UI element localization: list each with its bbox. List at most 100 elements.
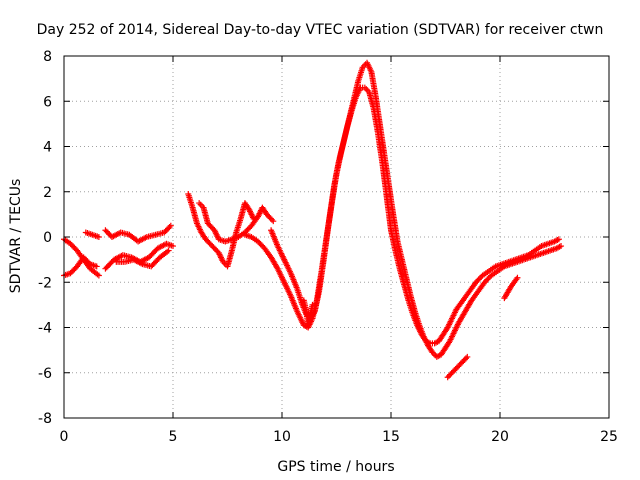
data-point <box>161 229 168 236</box>
data-point <box>206 240 213 247</box>
series-track-e <box>102 222 174 245</box>
data-point <box>476 275 483 282</box>
data-point <box>456 362 463 369</box>
data-point <box>204 237 211 244</box>
data-point <box>210 244 217 251</box>
data-point <box>447 371 454 378</box>
y-axis-label: SDTVAR / TECUs <box>8 179 24 294</box>
data-point <box>257 241 264 248</box>
data-point <box>163 226 170 233</box>
y-tick-label: 4 <box>43 140 52 156</box>
data-point <box>256 239 263 246</box>
y-tick-label: -2 <box>38 275 52 291</box>
data-point <box>68 242 75 249</box>
series-track-k <box>300 297 316 329</box>
data-point <box>448 370 455 377</box>
data-point <box>245 225 252 232</box>
data-point <box>71 244 78 251</box>
series-track-j <box>268 59 565 360</box>
data-markers <box>61 59 565 381</box>
series-track-l <box>444 353 471 381</box>
data-point <box>464 353 471 360</box>
x-tick-label: 25 <box>600 429 618 445</box>
data-point <box>310 310 317 317</box>
data-point <box>67 240 74 247</box>
data-point <box>93 263 100 270</box>
data-point <box>449 368 456 375</box>
data-point <box>267 215 274 222</box>
data-point <box>485 275 492 282</box>
data-point <box>452 366 459 373</box>
data-point <box>268 216 275 223</box>
data-point <box>202 236 209 243</box>
series-track-h <box>196 200 277 245</box>
data-point <box>473 279 480 286</box>
data-point <box>105 229 112 236</box>
data-point <box>204 220 211 227</box>
series-track-i <box>241 84 562 347</box>
x-tick-labels: 0 5 10 15 20 25 <box>60 429 618 445</box>
data-point <box>95 234 102 240</box>
data-point <box>266 214 273 221</box>
data-point <box>255 238 262 245</box>
data-point <box>205 238 212 245</box>
data-point <box>95 272 102 279</box>
data-point <box>208 224 215 231</box>
data-point <box>102 227 109 234</box>
data-point <box>165 225 172 232</box>
data-point <box>167 222 174 229</box>
x-tick-label: 5 <box>169 429 178 445</box>
data-point <box>103 228 110 235</box>
series-track-m <box>501 274 521 302</box>
x-tick-label: 20 <box>491 429 509 445</box>
data-point <box>71 266 78 273</box>
x-tick-label: 0 <box>60 429 69 445</box>
series-track-b <box>61 236 102 279</box>
x-tick-label: 15 <box>382 429 400 445</box>
axis-ticks <box>63 55 610 419</box>
data-point <box>165 247 172 254</box>
data-point <box>514 274 521 281</box>
x-axis-label: GPS time / hours <box>277 459 394 475</box>
data-point <box>457 360 464 367</box>
y-tick-label: -6 <box>38 366 52 382</box>
data-point <box>459 359 466 366</box>
data-point <box>67 270 74 277</box>
data-point <box>207 241 214 248</box>
y-tick-label: 0 <box>43 230 52 246</box>
data-point <box>206 221 213 228</box>
data-point <box>166 224 173 231</box>
data-point <box>213 247 220 254</box>
data-point <box>70 267 77 274</box>
y-tick-label: 8 <box>43 49 52 65</box>
x-tick-label: 10 <box>273 429 291 445</box>
data-point <box>444 374 451 381</box>
data-point <box>555 236 562 243</box>
data-point <box>270 218 277 225</box>
y-tick-label: 2 <box>43 185 52 201</box>
data-point <box>462 355 469 362</box>
data-point <box>461 356 468 363</box>
data-point <box>453 364 460 371</box>
series-track-c <box>82 229 102 240</box>
data-point <box>475 276 482 283</box>
data-point <box>460 357 467 364</box>
chart-title: Day 252 of 2014, Sidereal Day-to-day VTE… <box>37 22 604 38</box>
data-point <box>263 211 270 218</box>
data-point <box>207 223 214 230</box>
series-track-g <box>185 191 257 270</box>
data-point <box>445 372 452 379</box>
data-point <box>68 268 75 275</box>
series-track-d <box>102 240 176 272</box>
data-point <box>162 228 169 235</box>
data-point <box>70 243 77 250</box>
y-tick-label: -8 <box>38 411 52 427</box>
data-point <box>309 301 316 308</box>
y-tick-label: -4 <box>38 321 52 337</box>
series-track-f <box>113 247 172 270</box>
y-tick-label: 6 <box>43 94 52 110</box>
y-tick-labels: -8 -6 -4 -2 0 2 4 6 8 <box>38 49 52 427</box>
data-point <box>244 226 251 233</box>
data-point <box>106 231 113 238</box>
